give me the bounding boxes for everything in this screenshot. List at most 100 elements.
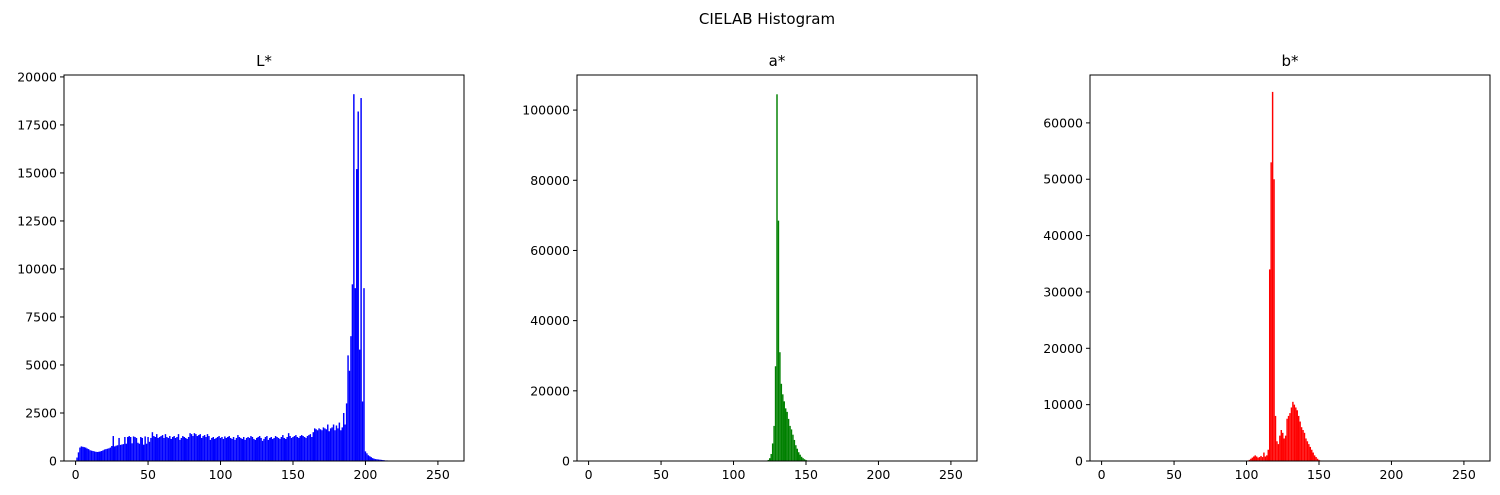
histogram-bar: [793, 439, 796, 461]
histogram-bar: [335, 425, 338, 461]
histogram-bar: [363, 288, 365, 461]
histogram-bar: [782, 394, 784, 461]
histogram-bar: [1250, 458, 1252, 461]
y-tick-label: 60000: [1043, 115, 1083, 130]
y-tick-label: 12500: [17, 213, 57, 228]
histogram-bar: [329, 428, 332, 461]
histogram-bar: [189, 433, 191, 461]
histogram-bar: [135, 437, 138, 461]
histogram-bar: [232, 436, 235, 461]
histogram-bar: [211, 437, 213, 461]
histogram-bar: [295, 435, 297, 461]
histogram-bar: [1297, 415, 1300, 461]
histogram-bar: [102, 450, 104, 461]
histogram-bar: [1290, 407, 1293, 461]
histogram-bar: [379, 459, 381, 461]
histogram-bar: [367, 455, 370, 461]
histogram-bar: [374, 459, 377, 461]
y-tick-label: 5000: [25, 357, 57, 372]
x-tick-label: 50: [653, 467, 669, 482]
histogram-bar: [800, 456, 803, 461]
histogram-bar: [1260, 455, 1262, 461]
histogram-bar: [376, 459, 378, 461]
histogram-bar: [206, 434, 209, 461]
histogram-bar: [1254, 455, 1256, 461]
histogram-bar: [334, 430, 336, 461]
histogram-bar: [1286, 418, 1288, 461]
histogram-bar: [293, 436, 296, 461]
histogram-bar: [340, 430, 342, 461]
histogram-bar: [274, 436, 277, 461]
histogram-bar: [1289, 413, 1291, 461]
histogram-bar: [345, 403, 348, 461]
histogram-bar: [158, 436, 161, 461]
histogram-bar: [263, 438, 265, 461]
histogram-bar: [108, 448, 110, 461]
histogram-bar: [212, 436, 214, 461]
histogram-bar: [786, 411, 788, 461]
histogram-bar: [1282, 432, 1284, 461]
histogram-bar: [240, 437, 242, 461]
histogram-bar: [273, 437, 275, 461]
histogram-bar: [103, 449, 106, 461]
y-tick-label: 0: [1075, 454, 1083, 469]
x-tick-label: 100: [1235, 467, 1259, 482]
histogram-bar: [305, 437, 307, 461]
histogram-bar: [270, 436, 272, 461]
histogram-bar: [137, 442, 139, 461]
histogram-bar: [231, 438, 233, 461]
histogram-bar: [331, 427, 333, 461]
y-tick-label: 20000: [17, 69, 57, 84]
histogram-bar: [1299, 421, 1301, 461]
axes-frame: [63, 74, 465, 462]
histogram-bar: [1268, 269, 1271, 461]
histogram-bar: [138, 443, 141, 461]
histogram-bar: [347, 355, 349, 461]
histogram-bar: [1264, 456, 1267, 461]
histogram-bar: [802, 458, 804, 461]
histogram-bar: [215, 437, 217, 461]
histogram-bar: [83, 447, 86, 461]
histogram-bar: [112, 436, 114, 461]
histogram-bar: [128, 436, 130, 461]
histogram-bar: [121, 444, 123, 461]
x-tick-label: 0: [1098, 467, 1106, 482]
histogram-bar: [1270, 162, 1272, 461]
histogram-bar: [285, 438, 287, 461]
histogram-bar: [244, 439, 246, 461]
histogram-bar: [174, 437, 177, 461]
histogram-bar: [87, 449, 90, 461]
histogram-bar: [338, 422, 341, 461]
histogram-bar: [1261, 457, 1264, 461]
histogram-bars: [1247, 91, 1325, 462]
histogram-bar: [280, 436, 283, 461]
histogram-bar: [92, 451, 94, 461]
histogram-bar: [237, 435, 239, 461]
histogram-bar: [234, 439, 236, 461]
histogram-bar: [132, 436, 135, 461]
histogram-bar: [287, 433, 290, 461]
histogram-bar: [312, 432, 314, 461]
histogram-bar: [324, 428, 326, 461]
x-tick-label: 100: [722, 467, 746, 482]
x-tick-label: 250: [1452, 467, 1476, 482]
histogram-bar: [282, 435, 284, 461]
histogram-bar: [332, 424, 335, 461]
histogram-bar: [86, 448, 88, 461]
histogram-bar: [196, 436, 199, 461]
histogram-bar: [787, 418, 790, 461]
histogram-bar: [134, 436, 136, 461]
histogram-bar: [161, 435, 164, 461]
histogram-bar: [106, 448, 109, 461]
x-tick-label: 50: [1166, 467, 1182, 482]
histogram-bar: [200, 437, 203, 461]
x-tick-label: 250: [426, 467, 450, 482]
y-tick-label: 20000: [530, 383, 570, 398]
histogram-bar: [147, 436, 149, 461]
y-tick-label: 0: [49, 454, 57, 469]
histogram-bar: [157, 437, 159, 461]
y-tick-label: 60000: [530, 243, 570, 258]
histogram-bar: [321, 430, 323, 461]
histogram-bar: [222, 438, 225, 461]
histogram-bar: [76, 457, 78, 461]
